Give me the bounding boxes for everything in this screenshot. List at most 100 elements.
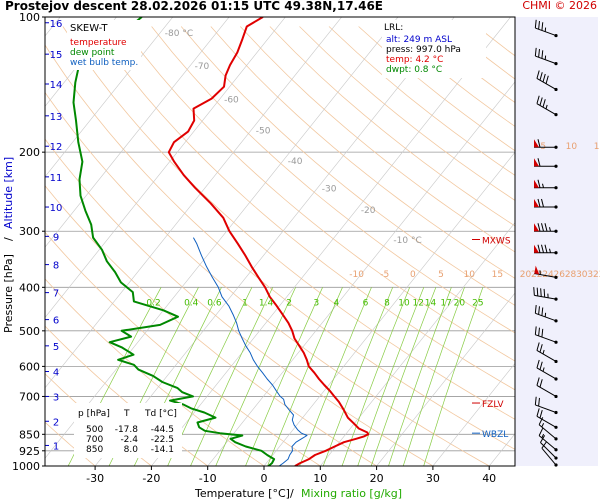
barb-station: [554, 205, 558, 209]
y-axis-title: Pressure [hPa]: [2, 254, 15, 333]
wind-barb: [538, 427, 558, 452]
barb-feather: [536, 342, 540, 351]
x-axis-title: Temperature [°C]: [194, 487, 290, 500]
mixing-ratio-line: [423, 287, 484, 466]
temp-scale-label: 26: [554, 270, 566, 280]
table-cell: 8.0: [124, 445, 139, 455]
pressure-tick-label: 200: [19, 146, 40, 159]
isotherm-label: -50: [256, 126, 271, 136]
table-header-td: Td [°C]: [144, 409, 177, 419]
barb-station: [554, 229, 558, 233]
label-layer: -30 -20 -10 0 10 20 30 401000925850700600500400…: [12, 11, 600, 485]
temp-scale-label: 32: [587, 270, 598, 280]
dry-adiabat: [45, 421, 96, 466]
mixing-ratio-label: 14: [425, 298, 437, 308]
lrl-temp: temp: 4.2 °C: [386, 55, 443, 65]
barb-station: [554, 463, 558, 467]
x-tick-label: -10: [199, 472, 217, 485]
mixing-ratio-line: [267, 287, 343, 466]
mixing-ratio-line: [245, 287, 323, 466]
x-tick-label: 0: [261, 472, 268, 485]
wind-barb: [533, 287, 558, 301]
pressure-tick-label: 1000: [12, 460, 40, 473]
lrl-press: press: 997.0 hPa: [386, 45, 461, 55]
barb-feather: [536, 70, 540, 79]
barb-pennant: [534, 158, 539, 167]
isotherm-line: [45, 17, 117, 107]
wind-barb: [536, 377, 558, 399]
barb-feather: [538, 427, 544, 436]
barb-station: [554, 62, 558, 66]
barb-station: [554, 394, 558, 399]
altitude-tick-label: 6: [53, 316, 59, 327]
copyright: CHMI © 2026: [522, 0, 597, 12]
barb-feather: [541, 198, 544, 208]
barb-feather: [539, 409, 543, 419]
mixing-ratio-label: 10: [398, 298, 410, 308]
legend-temperature: temperature: [70, 38, 127, 48]
isotherm-line: [376, 292, 515, 466]
isotherm-label: -80 °C: [165, 29, 193, 39]
barb-shaft: [535, 312, 557, 322]
isotherm-line: [151, 17, 511, 466]
barb-feather: [537, 244, 541, 253]
barb-feather: [539, 344, 543, 353]
isotherm-label: -70: [195, 62, 210, 72]
wind-barb: [534, 179, 558, 190]
barb-feather: [541, 50, 544, 59]
barb-shaft: [535, 334, 557, 343]
wind-barb: [536, 408, 558, 429]
temp-scale-label: -5: [380, 270, 389, 280]
mixing-ratio-label: 2: [286, 298, 292, 308]
mixing-ratio-line: [322, 287, 394, 466]
barb-shaft: [538, 424, 557, 440]
dry-adiabat: [151, 26, 515, 334]
profile-temperature: [167, 17, 370, 466]
profile-wet-bulb-temp: [192, 237, 308, 466]
barb-feather: [538, 327, 540, 336]
barb-feather: [541, 441, 548, 449]
wind-barb: [534, 139, 558, 149]
barb-pennant: [534, 179, 539, 188]
pressure-tick-label: 400: [19, 281, 40, 294]
barb-feather: [538, 306, 540, 315]
barb-feather: [541, 328, 544, 338]
barb-shaft: [541, 447, 557, 466]
mixing-ratio-label: 4: [333, 298, 339, 308]
dry-adiabat: [45, 231, 322, 466]
wind-barb: [534, 265, 558, 279]
altitude-tick-label: 14: [50, 80, 63, 91]
mixing-ratio-line: [341, 287, 411, 466]
barb-feather: [534, 396, 537, 406]
barb-feather: [536, 95, 540, 104]
barb-shaft: [536, 415, 557, 428]
legend-dew-point: dew point: [70, 48, 115, 58]
barb-feather: [536, 408, 540, 417]
barb-station: [554, 437, 558, 441]
wind-barb: [538, 417, 558, 441]
barb-feather: [537, 179, 541, 188]
wind-barb: [534, 47, 558, 66]
barb-station: [554, 145, 558, 149]
barb-shaft: [540, 442, 557, 459]
altitude-tick-label: 3: [53, 392, 59, 403]
temp-scale-label: 22: [531, 270, 542, 280]
altitude-tick-label: 10: [50, 203, 63, 214]
barb-station: [554, 297, 558, 301]
barb-feather: [539, 379, 543, 388]
barb-shaft: [536, 78, 557, 90]
barb-pennant: [534, 199, 539, 208]
barb-feather: [538, 21, 540, 30]
wind-barb: [534, 305, 558, 323]
legend-wet-bulb: wet bulb temp.: [70, 58, 138, 68]
barb-pennant: [534, 244, 539, 253]
barb-station: [554, 448, 558, 452]
dry-adiabat: [180, 26, 515, 306]
table-cell: -14.1: [151, 445, 174, 455]
table-cell: -44.5: [151, 425, 174, 435]
mixing-ratio-line: [370, 287, 437, 466]
plot-frame: [44, 16, 516, 467]
x-tick-label: -30: [86, 472, 104, 485]
wind-barb: [536, 359, 558, 381]
wind-barb: [540, 435, 558, 460]
